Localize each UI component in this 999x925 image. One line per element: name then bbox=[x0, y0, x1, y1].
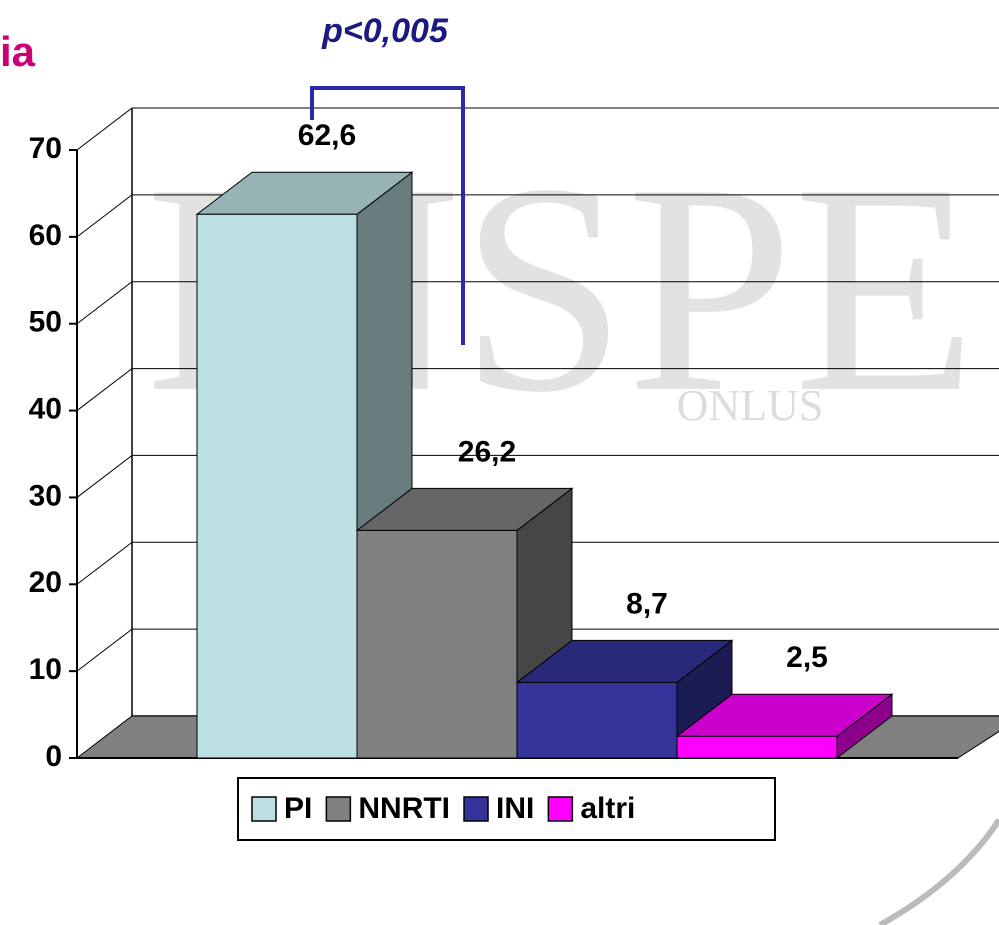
bar bbox=[676, 735, 838, 759]
data-label: 8,7 bbox=[626, 587, 668, 620]
y-tick-label: 20 bbox=[29, 566, 62, 599]
data-label: 2,5 bbox=[786, 641, 828, 674]
side-grid-line bbox=[76, 194, 133, 238]
side-grid-line bbox=[76, 541, 133, 585]
side-grid-line bbox=[76, 281, 133, 325]
y-tick-label: 50 bbox=[29, 306, 62, 339]
legend-label: INI bbox=[496, 792, 534, 825]
annotation: p<0,005 bbox=[321, 12, 449, 50]
y-tick-label: 70 bbox=[29, 132, 62, 165]
legend-swatch bbox=[325, 796, 352, 822]
legend-swatch bbox=[251, 796, 277, 822]
plot bbox=[69, 107, 999, 760]
data-label: 26,2 bbox=[458, 435, 516, 468]
y-tick-label: 40 bbox=[29, 392, 62, 425]
legend-swatch bbox=[463, 796, 489, 822]
bar bbox=[356, 529, 518, 759]
y-tick-label: 10 bbox=[29, 653, 62, 686]
legend-label: NNRTI bbox=[358, 792, 450, 825]
side-grid-line bbox=[76, 368, 133, 411]
chart-title: ia bbox=[0, 28, 36, 75]
bar bbox=[516, 681, 678, 759]
y-tick-label: 0 bbox=[45, 740, 62, 773]
bar bbox=[196, 213, 358, 759]
y-tick-label: 30 bbox=[29, 479, 62, 512]
side-grid-line bbox=[76, 455, 133, 498]
legend-swatch bbox=[547, 796, 574, 822]
decoration bbox=[878, 818, 999, 925]
legend-label: PI bbox=[284, 792, 312, 825]
y-tick-label: 60 bbox=[29, 219, 62, 252]
data-label: 62,6 bbox=[298, 119, 356, 152]
side-grid-line bbox=[76, 628, 133, 672]
significance-bracket bbox=[310, 86, 465, 345]
legend-label: altri bbox=[580, 792, 635, 825]
side-grid-line bbox=[76, 107, 133, 151]
watermark-sub: ONLUS bbox=[677, 381, 824, 430]
